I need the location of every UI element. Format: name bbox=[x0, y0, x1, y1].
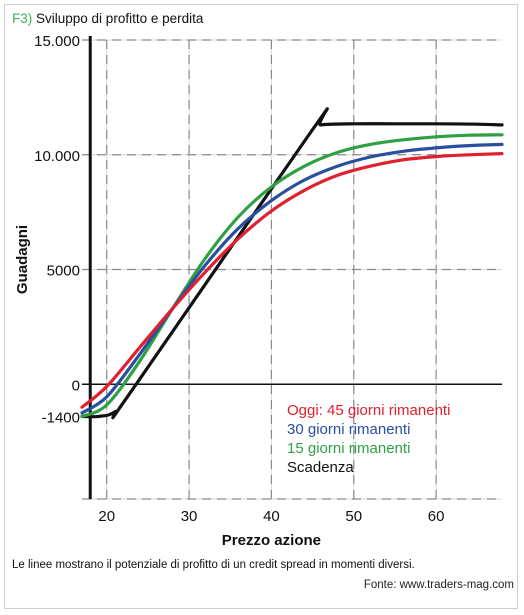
x-tick-label: 40 bbox=[263, 508, 280, 525]
x-tick-label: 20 bbox=[98, 508, 115, 525]
legend-entry: 30 giorni rimanenti bbox=[287, 421, 410, 438]
legend-entry: Scadenza bbox=[287, 459, 354, 476]
series-line-scadenza bbox=[80, 107, 504, 420]
x-tick-label: 50 bbox=[345, 508, 362, 525]
y-axis-title: Guadagni bbox=[14, 225, 31, 294]
x-axis-title: Prezzo azione bbox=[222, 532, 321, 549]
series-line-oggi-45-giorni-rimanenti bbox=[80, 152, 504, 409]
title-text: Sviluppo di profitto e perdita bbox=[36, 11, 204, 26]
legend-entry: Oggi: 45 giorni rimanenti bbox=[287, 402, 450, 419]
y-tick-label: 0 bbox=[72, 377, 80, 394]
x-tick-label: 60 bbox=[428, 508, 445, 525]
series-line-15-giorni-rimanenti bbox=[80, 133, 504, 418]
y-tick-label: 10.000 bbox=[34, 148, 80, 165]
figure-label: F3) bbox=[12, 11, 33, 26]
y-tick-label: 5000 bbox=[47, 263, 80, 280]
legend-entry: 15 giorni rimanenti bbox=[287, 440, 410, 457]
y-tick-label: 15.000 bbox=[34, 33, 80, 50]
y-tick-label: -1400 bbox=[42, 409, 80, 426]
source-credit: Fonte: www.traders-mag.com bbox=[363, 579, 514, 591]
caption: Le linee mostrano il potenziale di profi… bbox=[12, 559, 415, 571]
figure-title: F3) Sviluppo di profitto e perdita bbox=[12, 11, 203, 26]
x-tick-label: 30 bbox=[181, 508, 198, 525]
series-line-30-giorni-rimanenti bbox=[80, 142, 504, 415]
